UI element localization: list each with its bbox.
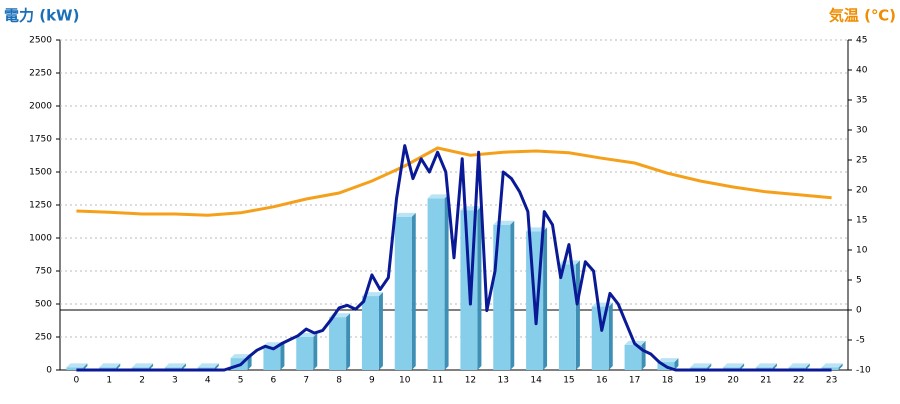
bar-side: [772, 363, 777, 370]
bar-side: [510, 220, 515, 370]
bar-side: [477, 206, 482, 370]
bar-side: [181, 363, 186, 370]
bar-top: [723, 363, 745, 368]
y-tick-label: 0: [46, 366, 52, 376]
y-tick-label: 1750: [29, 135, 52, 145]
x-tick-label: 8: [336, 376, 342, 386]
y-tick-label: 1500: [29, 168, 52, 178]
bar-top: [755, 363, 777, 368]
x-tick-label: 12: [465, 376, 476, 386]
x-tick-label: 20: [727, 376, 739, 386]
bar: [394, 216, 412, 370]
bar-side: [641, 340, 646, 370]
bar-side: [740, 363, 745, 370]
bar-top: [132, 363, 154, 368]
x-tick-label: 2: [139, 376, 145, 386]
y-tick-label: 1000: [29, 234, 52, 244]
bar-side: [674, 358, 679, 370]
bar-side: [149, 363, 154, 370]
y-tick-label: 500: [35, 300, 52, 310]
x-tick-label: 15: [563, 376, 574, 386]
y2-tick-label: 35: [856, 96, 867, 106]
y2-axis-title: 気温 (℃): [829, 7, 896, 25]
y-tick-label: 2000: [29, 102, 52, 112]
x-tick-label: 14: [530, 376, 542, 386]
bar-top: [821, 363, 843, 368]
bar: [493, 224, 511, 370]
y2-tick-label: 45: [856, 36, 867, 46]
bar-side: [116, 363, 121, 370]
x-tick-label: 5: [238, 376, 244, 386]
x-tick-label: 3: [172, 376, 178, 386]
y2-tick-label: 15: [856, 216, 867, 226]
y-tick-label: 2250: [29, 69, 52, 79]
y2-tick-label: 0: [856, 306, 862, 316]
x-tick-label: 6: [271, 376, 277, 386]
bar: [329, 317, 347, 370]
bar-side: [608, 302, 613, 370]
bar-top: [788, 363, 810, 368]
bar-top: [164, 363, 186, 368]
bar-top: [427, 194, 449, 199]
y-tick-label: 750: [35, 267, 52, 277]
y2-tick-label: 40: [856, 66, 868, 76]
bar: [624, 344, 642, 370]
y2-tick-label: 20: [856, 186, 868, 196]
bar: [66, 367, 84, 370]
y2-tick-label: 10: [856, 246, 868, 256]
y2-tick-label: 5: [856, 276, 862, 286]
bar-side: [575, 260, 580, 370]
bar-side: [346, 313, 351, 370]
y-tick-label: 1250: [29, 201, 52, 211]
x-tick-label: 18: [662, 376, 674, 386]
y2-tick-label: 30: [856, 126, 868, 136]
bar-side: [83, 363, 88, 370]
x-tick-label: 22: [793, 376, 804, 386]
x-tick-label: 21: [760, 376, 771, 386]
bar-top: [197, 363, 219, 368]
bar-side: [838, 363, 843, 370]
y-tick-label: 2500: [29, 36, 52, 46]
bar-top: [657, 358, 679, 363]
bar-top: [690, 363, 712, 368]
bar-side: [411, 212, 416, 370]
x-tick-label: 11: [432, 376, 443, 386]
power-line: [76, 144, 832, 372]
x-tick-label: 16: [596, 376, 608, 386]
x-tick-label: 23: [826, 376, 837, 386]
bar: [296, 337, 314, 370]
bar: [558, 264, 576, 370]
bar-side: [707, 363, 712, 370]
bar-side: [543, 227, 548, 370]
x-tick-label: 1: [106, 376, 112, 386]
x-tick-label: 19: [695, 376, 707, 386]
bar-top: [66, 363, 88, 368]
y-axis-title: 電力 (kW): [4, 7, 79, 25]
y2-tick-label: 25: [856, 156, 867, 166]
bar-top: [394, 212, 416, 217]
x-tick-label: 9: [369, 376, 375, 386]
bar-side: [444, 194, 449, 370]
bar: [263, 346, 281, 370]
x-tick-label: 10: [399, 376, 411, 386]
x-tick-label: 7: [303, 376, 309, 386]
bar-side: [378, 292, 383, 370]
bar-side: [313, 333, 318, 370]
x-tick-label: 13: [498, 376, 509, 386]
y-tick-label: 250: [35, 333, 52, 343]
bar-top: [99, 363, 121, 368]
bar-side: [805, 363, 810, 370]
y2-tick-label: -5: [856, 336, 865, 346]
bar-side: [214, 363, 219, 370]
y2-tick-label: -10: [856, 366, 871, 376]
bar-side: [280, 342, 285, 370]
temperature-line: [76, 146, 832, 217]
x-tick-label: 4: [205, 376, 211, 386]
x-tick-label: 17: [629, 376, 640, 386]
bar: [427, 198, 445, 370]
x-tick-label: 0: [74, 376, 80, 386]
bar: [361, 296, 379, 370]
